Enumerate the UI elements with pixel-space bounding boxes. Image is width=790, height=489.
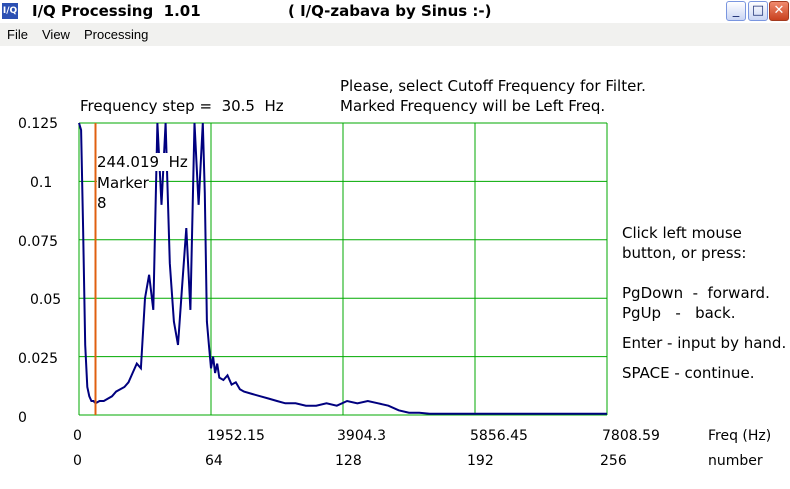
help-line-4: PgUp - back. [622,304,736,322]
marker-name-label: Marker [97,174,149,192]
frequency-step-label: Frequency step = 30.5 Hz [80,97,284,115]
app-icon[interactable]: I/Q [2,3,18,19]
x-number-unit-label: number [708,453,763,469]
instruction-line-2: Marked Frequency will be Left Freq. [340,97,606,115]
x-number-tick-label: 128 [335,453,362,469]
x-freq-tick-label: 5856.45 [470,428,528,444]
x-number-tick-label: 0 [73,453,82,469]
x-number-tick-label: 192 [467,453,494,469]
y-tick-label: 0.1 [30,175,53,191]
x-freq-tick-label: 3904.3 [337,428,386,444]
menu-file-label: File [7,27,28,42]
close-button[interactable]: ✕ [769,1,789,21]
title-bar[interactable]: I/Q I/Q Processing 1.01 ( I/Q-zabava by … [0,0,790,23]
y-tick-label: 0.025 [18,351,59,367]
maximize-button[interactable]: □ [748,1,768,21]
y-tick-label: 0.125 [18,116,59,132]
x-freq-tick-label: 0 [73,428,82,444]
x-freq-tick-label: 1952.15 [207,428,265,444]
marker-index-label: 8 [97,194,107,212]
minimize-button[interactable]: _ [726,1,746,21]
x-freq-unit-label: Freq (Hz) [708,428,772,444]
menu-view-label: View [42,27,70,42]
help-line-6: SPACE - continue. [622,364,755,382]
instruction-line-1: Please, select Cutoff Frequency for Filt… [340,77,646,95]
y-tick-label: 0.075 [18,234,59,250]
window-subtitle: ( I/Q-zabava by Sinus :-) [288,2,492,20]
spectrum-line [78,122,607,415]
window-title: I/Q Processing 1.01 [32,2,201,20]
menu-processing[interactable]: Processing [84,27,148,42]
x-number-tick-label: 256 [600,453,627,469]
help-line-2: button, or press: [622,244,747,262]
menu-bar: File View Processing [0,23,790,46]
menu-processing-label: Processing [84,27,149,42]
x-number-tick-label: 64 [205,453,223,469]
help-line-3: PgDown - forward. [622,284,770,302]
y-tick-label: 0 [18,410,27,426]
x-freq-tick-label: 7808.59 [602,428,660,444]
y-tick-label: 0.05 [30,292,62,308]
help-line-1: Click left mouse [622,224,742,242]
menu-file[interactable]: File [7,27,28,42]
help-line-5: Enter - input by hand. [622,334,787,352]
menu-view[interactable]: View [42,27,70,42]
marker-freq-label: 244.019 Hz [97,153,188,171]
